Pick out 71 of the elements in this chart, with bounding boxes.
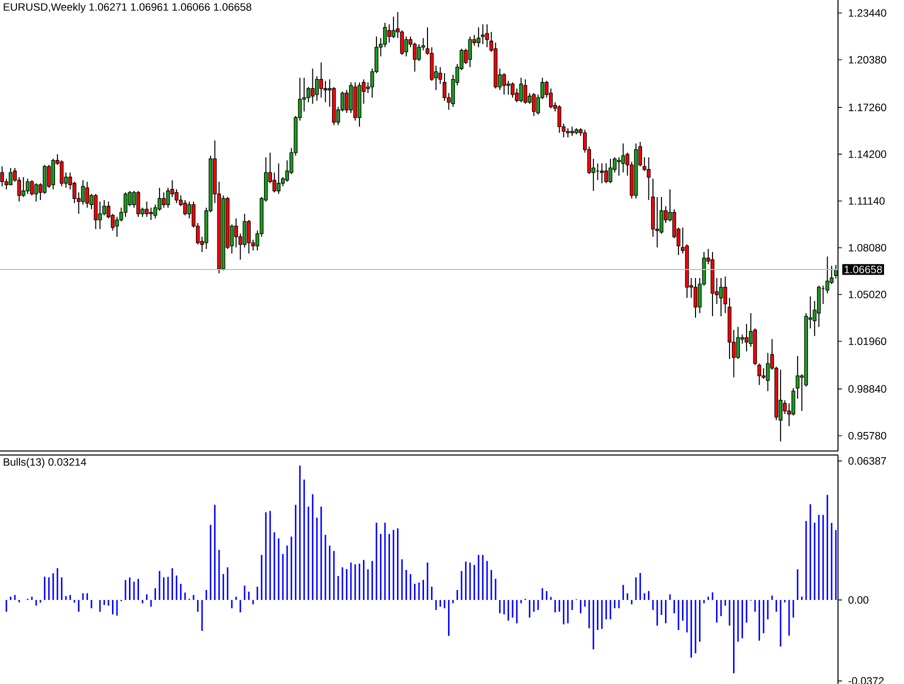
chart-title: EURUSD,Weekly 1.06271 1.06961 1.06066 1.06658 <box>4 2 252 13</box>
candlestick <box>310 68 315 104</box>
y-tick-label: 1.11140 <box>848 197 885 205</box>
candlestick <box>600 162 604 184</box>
y-tick-label: 0.95780 <box>848 432 886 440</box>
candlestick <box>660 196 664 234</box>
candlestick <box>400 30 404 56</box>
candlestick <box>26 178 30 194</box>
candlestick <box>276 162 280 194</box>
candlestick <box>162 192 166 208</box>
candlestick <box>694 277 698 318</box>
candlestick <box>523 78 528 104</box>
candlestick <box>85 181 90 208</box>
y-tick-label: 1.08080 <box>848 244 886 252</box>
candlestick <box>514 88 519 103</box>
candlestick <box>0 166 4 187</box>
candlestick <box>246 219 251 254</box>
candlestick <box>22 176 26 198</box>
candlestick <box>646 156 651 201</box>
candlestick <box>766 352 770 392</box>
candlestick <box>324 80 328 103</box>
candlestick <box>485 24 489 48</box>
candlestick <box>570 126 574 136</box>
candlestick <box>34 182 38 202</box>
candlestick <box>480 24 485 45</box>
y-tick-label: 0.06387 <box>848 457 886 465</box>
candlestick <box>826 256 830 294</box>
candlestick <box>136 190 140 218</box>
candlestick <box>234 218 238 248</box>
chart-title: Bulls(13) 0.03214 <box>4 458 86 468</box>
candlestick <box>566 128 570 138</box>
candlestick <box>519 77 523 103</box>
y-tick-label: 1.05020 <box>848 290 886 298</box>
candlestick <box>655 196 660 248</box>
candlestick <box>617 156 621 176</box>
y-tick-label: 1.20380 <box>848 56 886 64</box>
candlestick <box>81 180 85 206</box>
candlestick <box>149 207 153 220</box>
candlestick <box>778 369 782 442</box>
ref-line-label: 1.06658 <box>844 266 882 274</box>
candlestick <box>392 16 396 39</box>
candlestick <box>558 104 562 134</box>
candlestick <box>744 323 748 352</box>
y-tick-label: 0.98840 <box>848 385 886 393</box>
candlestick <box>621 143 626 174</box>
candlestick <box>319 62 324 98</box>
candlestick <box>144 201 149 218</box>
candlestick <box>532 92 536 116</box>
candlestick <box>124 192 128 218</box>
y-tick-label: 1.17260 <box>848 104 886 112</box>
candlestick <box>387 24 392 44</box>
candlestick <box>8 167 13 186</box>
candlestick <box>417 44 421 62</box>
candlestick <box>510 82 514 98</box>
y-tick-label: 1.01960 <box>848 337 886 346</box>
candlestick <box>183 200 187 216</box>
candlestick <box>166 187 170 208</box>
candlestick <box>468 36 472 68</box>
candlestick <box>502 72 506 96</box>
y-tick-label: 1.23440 <box>848 9 886 17</box>
y-tick-label: 0.00 <box>848 596 868 604</box>
candlestick <box>476 26 480 48</box>
candlestick <box>608 158 612 184</box>
candlestick <box>412 42 417 72</box>
y-tick-label: 1.14200 <box>848 150 886 158</box>
candlestick <box>604 162 608 184</box>
candlestick <box>60 160 64 187</box>
candlestick <box>757 363 762 386</box>
candlestick <box>272 172 276 193</box>
candlestick <box>719 277 723 317</box>
candlestick <box>383 22 387 48</box>
